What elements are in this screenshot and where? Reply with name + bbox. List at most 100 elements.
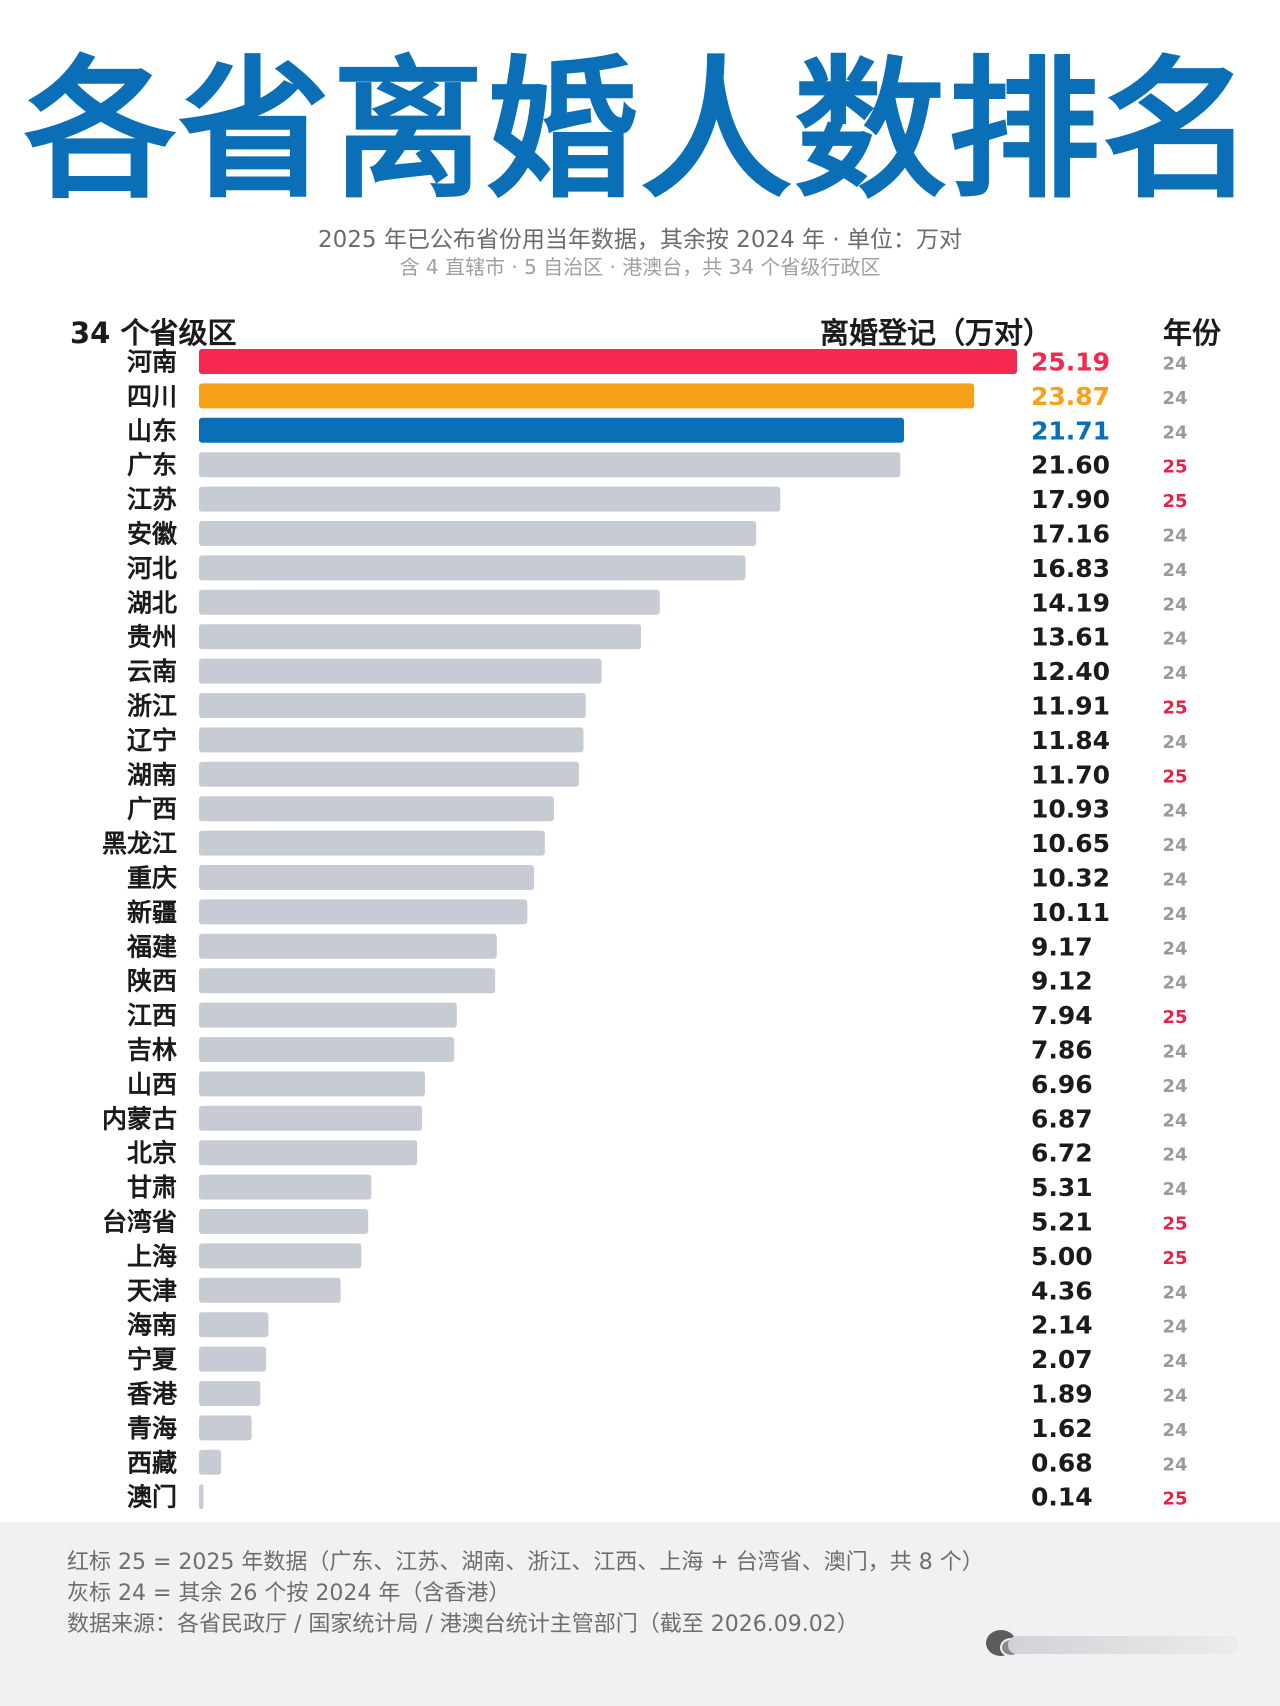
year-label: 24 bbox=[1162, 1179, 1187, 1200]
category-label: 广东 bbox=[127, 451, 177, 480]
year-label: 24 bbox=[1162, 594, 1187, 615]
year-label: 24 bbox=[1162, 422, 1187, 443]
value-label: 1.89 bbox=[1031, 1380, 1093, 1409]
value-label: 13.61 bbox=[1031, 623, 1110, 652]
year-label: 24 bbox=[1162, 801, 1187, 822]
category-label: 云南 bbox=[127, 657, 177, 686]
value-label: 6.87 bbox=[1031, 1104, 1093, 1133]
region-column-header: 34 个省级区 bbox=[70, 316, 237, 350]
year-label: 24 bbox=[1162, 1110, 1187, 1131]
value-label: 7.94 bbox=[1031, 1001, 1093, 1030]
year-label: 24 bbox=[1162, 1351, 1187, 1372]
year-label: 24 bbox=[1162, 388, 1187, 409]
value-label: 11.84 bbox=[1031, 726, 1110, 755]
year-label: 25 bbox=[1162, 698, 1187, 719]
value-label: 10.65 bbox=[1031, 829, 1110, 858]
bar bbox=[199, 1381, 261, 1406]
year-label: 24 bbox=[1162, 629, 1187, 650]
bar bbox=[199, 1105, 423, 1131]
year-label: 24 bbox=[1162, 354, 1187, 375]
category-label: 安徽 bbox=[127, 520, 178, 549]
bar bbox=[199, 417, 904, 443]
category-label: 新疆 bbox=[127, 898, 177, 927]
bar bbox=[199, 968, 496, 994]
bar bbox=[199, 830, 545, 856]
bar bbox=[199, 727, 584, 753]
coverage-note: 含 4 直辖市 · 5 自治区 · 港澳台，共 34 个省级行政区 bbox=[399, 255, 881, 279]
bar bbox=[199, 555, 746, 581]
year-label: 24 bbox=[1162, 560, 1187, 581]
value-label: 6.96 bbox=[1031, 1070, 1093, 1099]
category-label: 江西 bbox=[127, 1001, 177, 1030]
bar bbox=[199, 1449, 222, 1475]
year-label: 24 bbox=[1162, 1282, 1187, 1303]
bar bbox=[199, 452, 901, 478]
bar bbox=[199, 865, 535, 890]
category-label: 海南 bbox=[127, 1311, 177, 1340]
year-label: 25 bbox=[1162, 1214, 1187, 1235]
value-label: 5.00 bbox=[1031, 1242, 1093, 1271]
category-label: 澳门 bbox=[127, 1483, 177, 1512]
page-title: 各省离婚人数排名 bbox=[24, 42, 1256, 219]
category-label: 河南 bbox=[127, 348, 177, 377]
category-label: 四川 bbox=[127, 382, 177, 411]
bar bbox=[199, 383, 975, 409]
year-label: 25 bbox=[1162, 1248, 1187, 1269]
category-label: 青海 bbox=[127, 1414, 177, 1443]
value-label: 0.68 bbox=[1031, 1448, 1093, 1477]
value-column-header: 离婚登记（万对） bbox=[820, 316, 1053, 350]
value-label: 9.17 bbox=[1031, 932, 1093, 961]
year-label: 24 bbox=[1162, 732, 1187, 753]
value-label: 10.32 bbox=[1031, 864, 1110, 893]
value-label: 23.87 bbox=[1031, 382, 1110, 411]
category-label: 宁夏 bbox=[127, 1345, 178, 1374]
footer-note-red: 红标 25 = 2025 年数据（广东、江苏、湖南、浙江、江西、上海 + 台湾省… bbox=[67, 1550, 984, 1575]
divorce-bar-chart: 河南 25.19 24 四川 23.87 24 山东 21.71 24 广东 21.60 25 江苏 17… bbox=[102, 348, 1188, 1512]
category-label: 上海 bbox=[127, 1242, 177, 1271]
footer-note-gray: 灰标 24 = 其余 26 个按 2024 年（含香港） bbox=[67, 1581, 511, 1606]
value-label: 2.14 bbox=[1031, 1311, 1093, 1340]
watermark-bar bbox=[1008, 1636, 1238, 1654]
bar bbox=[199, 1277, 341, 1303]
bar bbox=[199, 486, 781, 512]
value-label: 5.21 bbox=[1031, 1208, 1093, 1237]
category-label: 西藏 bbox=[127, 1448, 177, 1477]
category-label: 河北 bbox=[127, 554, 177, 583]
category-label: 山东 bbox=[127, 416, 177, 445]
year-label: 24 bbox=[1162, 1454, 1187, 1475]
bar bbox=[199, 933, 497, 959]
bar bbox=[199, 658, 602, 684]
category-label: 浙江 bbox=[127, 692, 177, 721]
year-label: 24 bbox=[1162, 870, 1187, 891]
year-label: 24 bbox=[1162, 1145, 1187, 1166]
category-label: 吉林 bbox=[127, 1036, 177, 1065]
year-label: 24 bbox=[1162, 938, 1187, 959]
footer-panel: 红标 25 = 2025 年数据（广东、江苏、湖南、浙江、江西、上海 + 台湾省… bbox=[0, 1522, 1280, 1706]
category-label: 福建 bbox=[126, 932, 177, 961]
value-label: 17.16 bbox=[1031, 520, 1110, 549]
value-label: 10.11 bbox=[1031, 898, 1110, 927]
year-label: 24 bbox=[1162, 526, 1187, 547]
bar bbox=[199, 1174, 372, 1200]
value-label: 5.31 bbox=[1031, 1173, 1093, 1202]
bar bbox=[199, 693, 586, 718]
bar bbox=[199, 899, 528, 925]
value-label: 21.60 bbox=[1031, 451, 1110, 480]
category-label: 湖南 bbox=[127, 760, 177, 789]
year-label: 25 bbox=[1162, 766, 1187, 787]
bar bbox=[199, 1071, 425, 1097]
category-label: 甘肃 bbox=[127, 1173, 177, 1202]
year-label: 24 bbox=[1162, 973, 1187, 994]
value-label: 14.19 bbox=[1031, 588, 1110, 617]
year-column-header: 年份 bbox=[1163, 316, 1222, 350]
bar bbox=[199, 1209, 369, 1234]
subtitle: 2025 年已公布省份用当年数据，其余按 2024 年 · 单位：万对 bbox=[318, 227, 962, 253]
bar bbox=[199, 349, 1017, 374]
value-label: 6.72 bbox=[1031, 1139, 1093, 1168]
category-label: 辽宁 bbox=[127, 726, 177, 755]
category-label: 贵州 bbox=[127, 623, 177, 652]
category-label: 北京 bbox=[127, 1139, 177, 1168]
year-label: 24 bbox=[1162, 1420, 1187, 1441]
category-label: 天津 bbox=[127, 1276, 177, 1305]
year-label: 24 bbox=[1162, 1317, 1187, 1338]
